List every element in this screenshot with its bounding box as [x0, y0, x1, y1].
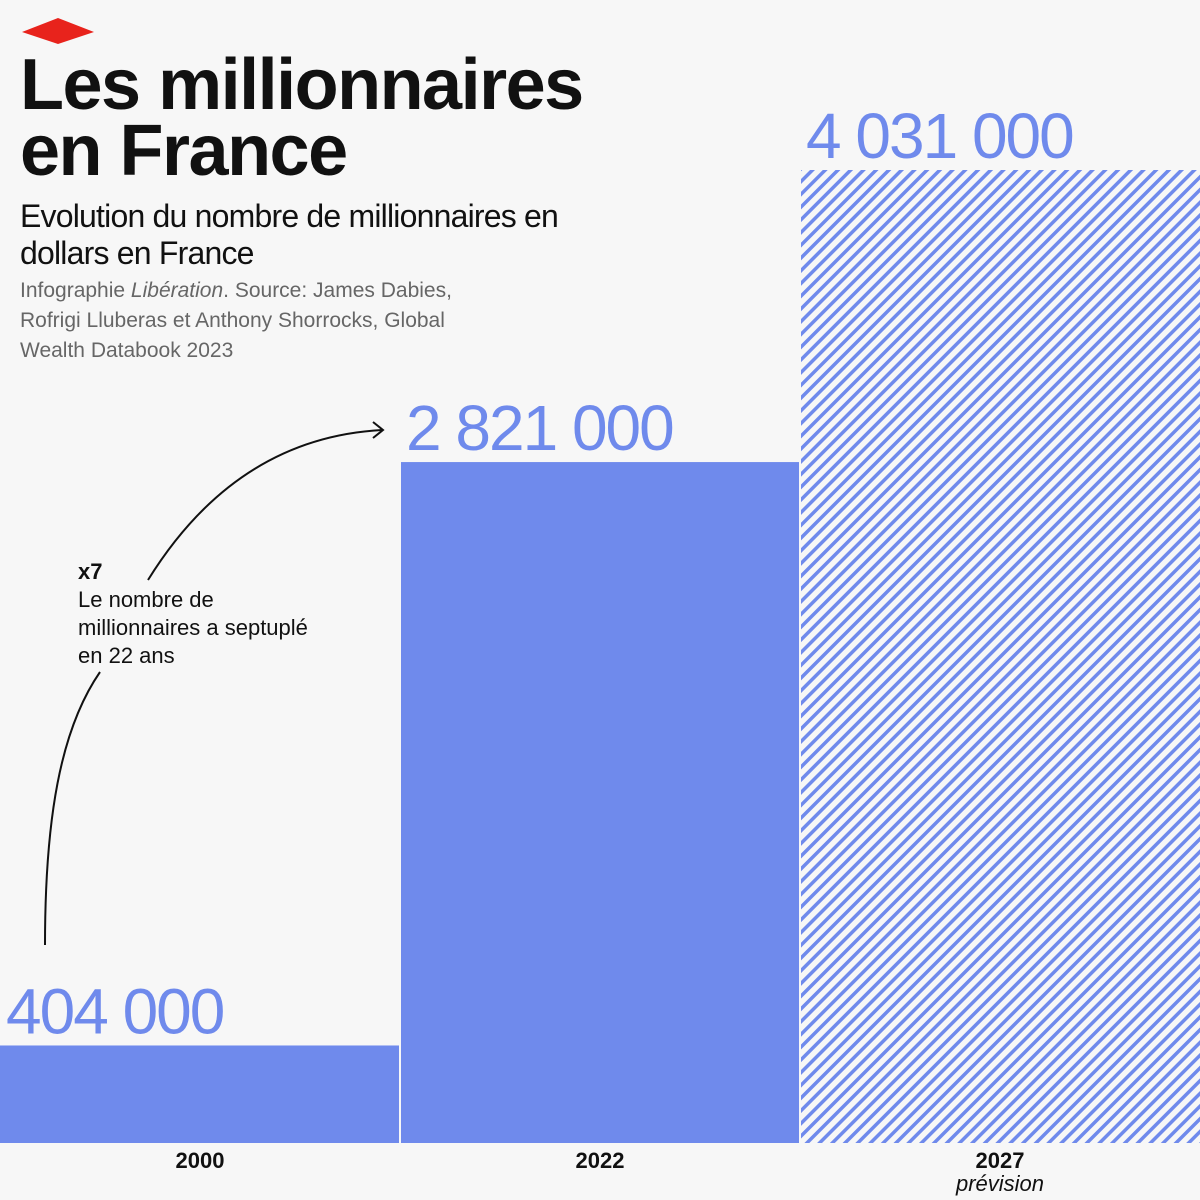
annotation: x7 Le nombre de millionnaires a septuplé …	[78, 558, 318, 670]
arrow-head	[372, 421, 385, 439]
x-tick-note: prévision	[955, 1171, 1044, 1196]
source: Infographie Libération. Source: James Da…	[20, 276, 460, 366]
x-tick-label: 2027	[976, 1148, 1025, 1173]
x-tick-label: 2022	[576, 1148, 625, 1173]
title: Les millionnaires en France	[20, 45, 584, 191]
bar	[801, 170, 1200, 1143]
value-label: 4 031 000	[806, 100, 1073, 172]
arrow	[147, 429, 383, 581]
annotation-head: x7	[78, 559, 103, 584]
logo	[22, 18, 94, 44]
value-label: 2 821 000	[406, 392, 673, 464]
source-text: . Source: James Dabies, Rofrigi Lluberas…	[20, 279, 452, 362]
source-outlet: Libération	[130, 279, 224, 302]
value-label: 404 000	[6, 975, 224, 1047]
subtitle: Evolution du nombre de millionnaires en …	[20, 198, 559, 271]
annotation-text: Le nombre de millionnaires a septuplé en…	[78, 587, 308, 668]
x-tick-label: 2000	[176, 1148, 225, 1173]
arrow	[44, 671, 101, 946]
bar	[401, 462, 799, 1143]
bar	[0, 1045, 399, 1143]
source-text: Infographie	[20, 279, 131, 302]
